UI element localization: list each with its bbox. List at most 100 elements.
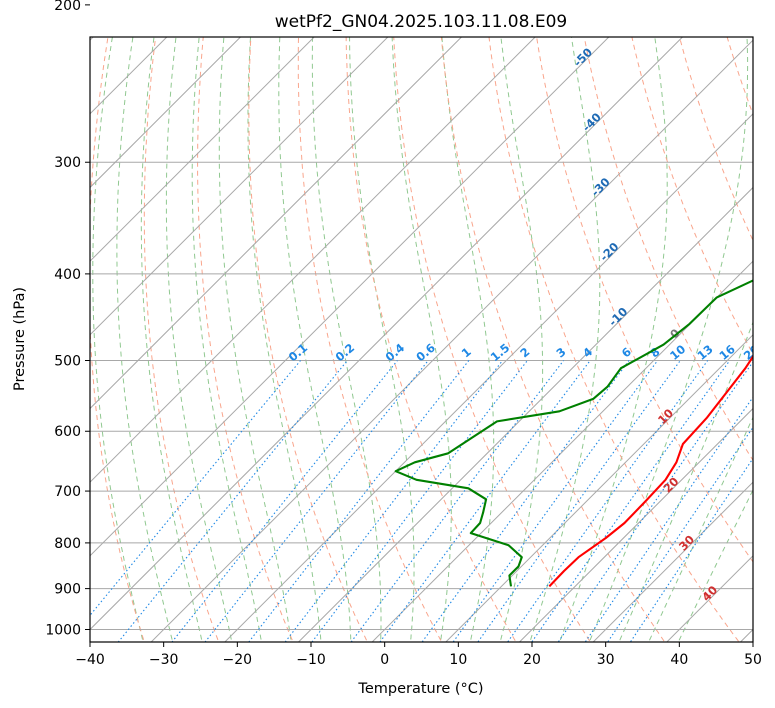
moist-adiabat-line: [529, 37, 601, 642]
mixing-ratio-label: 13: [694, 342, 715, 363]
x-tick-label: 30: [597, 652, 615, 668]
x-tick-label: 20: [523, 652, 541, 668]
isotherm-line: [297, 186, 753, 642]
mixing-ratio-line: [284, 360, 504, 642]
mixing-ratio-line: [90, 360, 301, 617]
mixing-ratio-label: 10: [667, 342, 688, 363]
plot-area: 0.10.20.40.611.52346810131620253036-100-…: [31, 0, 775, 648]
mixing-ratio-line: [204, 360, 429, 642]
moist-adiabat-line: [559, 37, 668, 642]
dry-adiabat-line: [90, 37, 145, 642]
dry-adiabat-line: [393, 37, 591, 642]
mixing-ratio-line: [452, 360, 659, 642]
y-axis-ticks: 1000900800700600500400300200100: [45, 0, 90, 639]
isotherm-line: [371, 260, 753, 642]
isotherm-line: [224, 113, 753, 642]
x-tick-label: −10: [296, 652, 326, 668]
moist-adiabat-line: [311, 37, 382, 642]
dry-adiabat-line: [754, 0, 775, 648]
moist-adiabat-line: [165, 37, 233, 642]
moist-adiabats: [92, 37, 753, 642]
mixing-ratio-line: [248, 360, 470, 642]
x-tick-label: 40: [670, 652, 688, 668]
dry-adiabat-label: -50: [571, 45, 596, 70]
x-tick-label: 10: [449, 652, 467, 668]
dewpoint-profile-line: [394, 279, 753, 587]
mixing-ratio-label: 1: [459, 344, 474, 360]
moist-adiabat-line: [218, 37, 292, 642]
plot-frame: [89, 36, 754, 643]
mixing-ratio-line: [171, 360, 398, 642]
isotherm-line: [90, 37, 684, 631]
mixing-ratio-label: 16: [716, 342, 737, 363]
moist-adiabat-line: [349, 37, 415, 642]
y-tick-label: 500: [54, 353, 81, 369]
isotherm-line: [150, 39, 753, 642]
dry-adiabat-label: -20: [597, 240, 622, 265]
x-tick-label: 0: [380, 652, 389, 668]
y-tick-label: 300: [54, 155, 81, 171]
moist-adiabat-line: [247, 37, 322, 642]
y-tick-label: 600: [54, 424, 81, 440]
dry-adiabat-line: [197, 37, 294, 642]
mixing-ratio-label: 25: [765, 342, 775, 363]
y-tick-label: 700: [54, 484, 81, 500]
isotherm-line: [666, 555, 753, 642]
moist-adiabat-line: [441, 37, 495, 642]
sounding-series: [394, 279, 753, 588]
mixing-ratio-line: [629, 457, 753, 642]
mixing-ratio-line: [477, 360, 681, 642]
isotherms: [90, 37, 753, 642]
isotherm-line: [90, 37, 463, 410]
temperature-profile-line: [548, 354, 753, 588]
dry-adiabat-line: [440, 37, 666, 642]
y-axis-title: Pressure (hPa): [12, 287, 28, 391]
y-tick-label: 400: [54, 267, 81, 283]
y-tick-label: 900: [54, 582, 81, 598]
mixing-ratio-lines: [90, 360, 753, 642]
dry-adiabat-label: -60: [562, 0, 587, 5]
moist-adiabat-line: [391, 37, 452, 642]
isotherm-line: [90, 37, 315, 262]
x-axis-ticks: −40 −30 −20 −10 0 10 20 30 40 50: [75, 642, 762, 668]
dry-adiabat-label: -30: [588, 175, 613, 200]
dry-adiabats: [31, 0, 775, 648]
isotherm-line: [592, 481, 753, 642]
mixing-ratio-line: [311, 360, 528, 642]
dry-adiabat-line: [297, 37, 443, 642]
mixing-ratio-line: [607, 426, 753, 642]
mixing-ratio-line: [350, 360, 565, 642]
moist-adiabat-line: [116, 37, 174, 642]
chart-line-labels: 0.10.20.40.611.52346810131620253036-100-…: [286, 0, 775, 604]
moist-adiabat-line: [588, 37, 749, 642]
mixing-ratio-line: [507, 360, 709, 642]
isotherm-line: [90, 37, 242, 189]
dry-adiabat-line: [345, 37, 517, 642]
mixing-ratio-label: 2: [517, 344, 532, 360]
dry-adiabat-line: [678, 37, 753, 242]
x-tick-label: −30: [149, 652, 179, 668]
dry-adiabat-line: [31, 0, 144, 648]
dry-adiabat-label: 20: [660, 474, 681, 495]
chart-title: wetPf2_GN04.2025.103.11.08.E09: [275, 12, 567, 32]
moist-adiabat-line: [648, 416, 753, 642]
moist-adiabat-line: [140, 37, 203, 642]
dry-adiabat-line: [583, 37, 753, 462]
moist-adiabat-line: [278, 37, 352, 642]
mixing-ratio-line: [117, 360, 348, 642]
isotherm-line: [90, 37, 389, 336]
isotherm-line: [90, 37, 536, 483]
y-tick-label: 800: [54, 536, 81, 552]
isobar-gridlines: [90, 161, 753, 630]
dry-adiabat-label: 30: [676, 532, 697, 553]
mixing-ratio-line: [421, 360, 630, 642]
dry-adiabat-line: [248, 37, 368, 642]
x-axis-title: Temperature (°C): [357, 681, 483, 697]
isotherm-line: [90, 37, 610, 557]
x-tick-label: 50: [744, 652, 762, 668]
mixing-ratio-line: [379, 360, 591, 642]
dry-adiabat-line: [726, 37, 753, 116]
isotherm-line: [445, 334, 753, 642]
dry-adiabat-line: [143, 37, 220, 642]
